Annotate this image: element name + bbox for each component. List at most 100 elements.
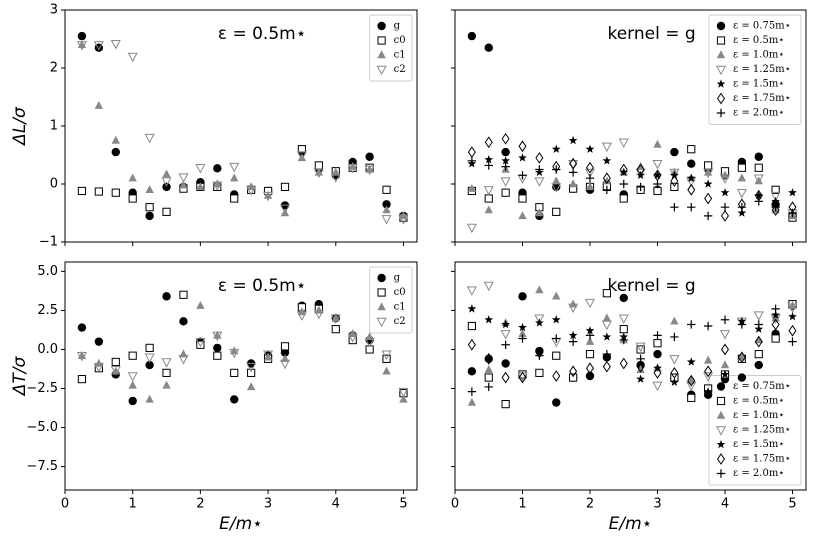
marker <box>246 382 256 391</box>
marker <box>535 165 544 174</box>
marker <box>602 313 612 322</box>
marker <box>500 330 511 340</box>
marker <box>636 354 645 364</box>
marker <box>619 167 629 177</box>
marker <box>128 380 137 389</box>
marker <box>552 165 561 174</box>
marker <box>652 160 663 170</box>
legend-label: c2 <box>394 316 406 327</box>
marker <box>128 173 137 182</box>
x-axis-label: E/m⋆ <box>609 514 653 534</box>
marker <box>716 79 726 88</box>
plot-frame <box>454 261 807 491</box>
marker <box>716 92 726 105</box>
marker <box>382 366 391 375</box>
marker <box>93 41 104 51</box>
marker <box>196 182 205 191</box>
marker <box>230 346 239 355</box>
marker <box>195 337 206 348</box>
marker <box>703 390 713 399</box>
marker <box>535 351 544 360</box>
marker <box>111 188 120 197</box>
marker <box>619 179 628 189</box>
y-tick-label: −1 <box>39 235 58 250</box>
marker <box>716 382 726 391</box>
marker <box>377 273 386 283</box>
marker <box>128 194 137 203</box>
marker <box>364 165 375 176</box>
marker <box>280 342 290 351</box>
marker <box>635 168 646 179</box>
marker <box>720 210 730 222</box>
marker <box>377 288 386 297</box>
x-tick-label: 2 <box>586 497 594 512</box>
marker <box>686 173 696 182</box>
marker <box>788 312 797 321</box>
marker <box>501 188 510 197</box>
legend-label: c1 <box>394 50 406 61</box>
marker <box>687 159 696 168</box>
marker <box>737 320 747 329</box>
y-tick-label: −7.5 <box>26 459 58 474</box>
marker <box>518 334 527 343</box>
x-tick-label: 0 <box>451 497 459 512</box>
marker <box>230 368 239 377</box>
marker <box>145 185 154 193</box>
marker <box>467 183 477 192</box>
legend-box <box>369 266 413 334</box>
marker <box>178 355 189 365</box>
annotation: kernel = g <box>607 24 695 44</box>
marker <box>754 360 763 370</box>
marker <box>552 334 561 343</box>
marker <box>145 211 154 221</box>
marker <box>584 298 596 309</box>
marker <box>703 179 713 188</box>
marker <box>551 183 562 193</box>
marker <box>585 371 595 381</box>
marker <box>754 176 763 185</box>
marker <box>602 172 611 185</box>
marker <box>111 135 120 144</box>
marker <box>636 163 645 176</box>
marker <box>77 31 87 41</box>
marker <box>552 207 561 216</box>
marker <box>467 31 477 41</box>
y-tick-label: −5.0 <box>26 420 58 435</box>
marker <box>619 293 628 303</box>
marker <box>720 343 730 356</box>
marker <box>716 453 726 465</box>
marker <box>376 317 387 328</box>
x-tick-label: 4 <box>721 497 729 512</box>
marker <box>687 393 696 402</box>
marker <box>670 203 679 212</box>
marker <box>653 339 662 348</box>
marker <box>535 152 544 164</box>
marker <box>686 381 697 392</box>
marker <box>196 301 205 309</box>
marker <box>314 305 324 314</box>
marker <box>585 161 595 174</box>
marker <box>602 289 611 298</box>
marker <box>347 333 358 343</box>
marker <box>602 176 612 185</box>
marker <box>636 360 645 373</box>
marker <box>635 342 646 353</box>
marker <box>703 387 713 396</box>
marker <box>484 161 493 170</box>
marker <box>754 350 763 359</box>
marker <box>653 331 662 340</box>
marker <box>719 174 731 184</box>
marker <box>94 358 104 367</box>
annotation: ε = 0.5m⋆ <box>218 24 306 44</box>
legend-label: ε = 1.0m⋆ <box>733 410 785 421</box>
panel: −1 0 1 2 3 ΔL/σ ε = 0.5m⋆ g c0 c1 c2 <box>10 3 418 250</box>
marker <box>518 153 527 162</box>
marker <box>501 340 510 349</box>
marker <box>501 147 510 157</box>
marker <box>230 173 239 182</box>
marker <box>111 147 120 157</box>
marker <box>753 174 764 184</box>
marker <box>687 320 696 329</box>
marker <box>213 351 222 360</box>
marker <box>585 182 595 191</box>
